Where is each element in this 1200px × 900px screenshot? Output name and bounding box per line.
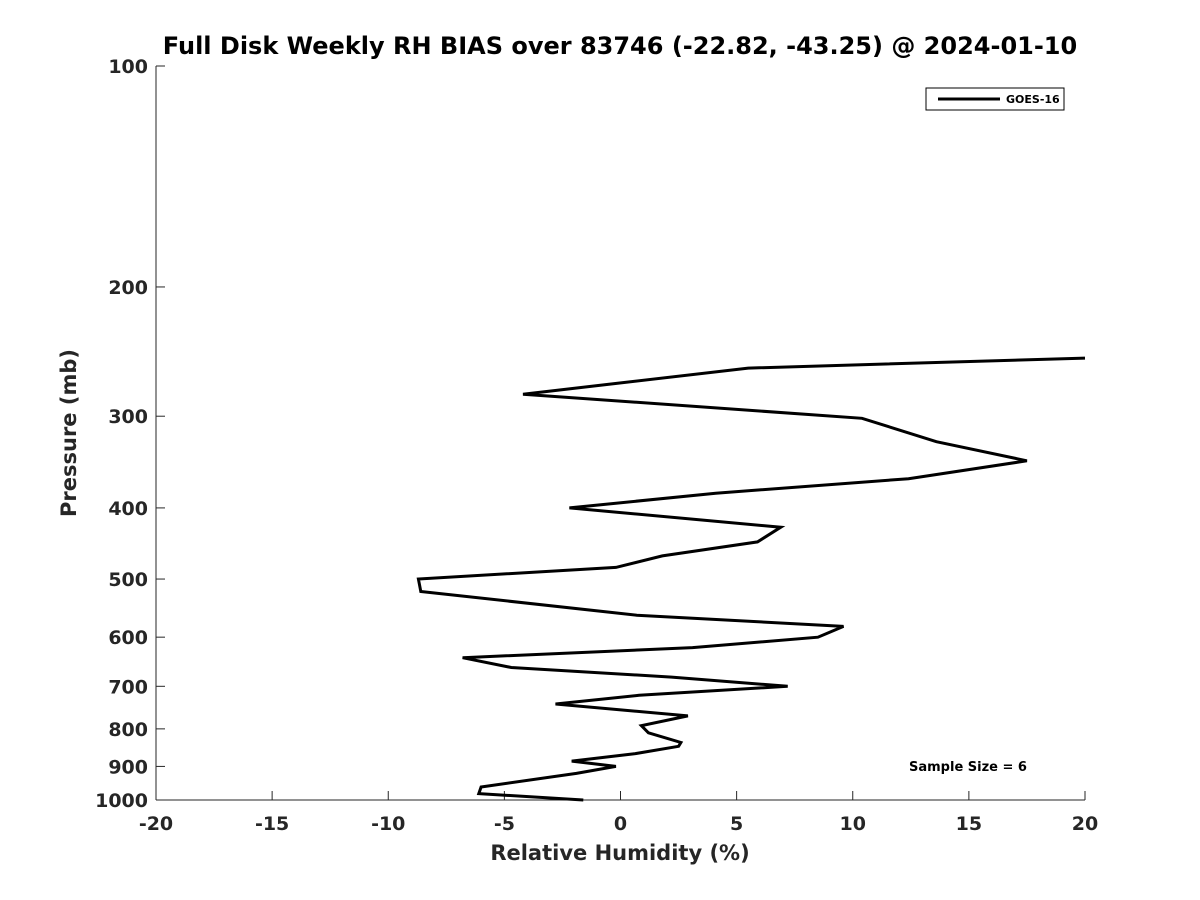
x-tick-label: 20	[1072, 813, 1098, 835]
x-tick-label: 5	[730, 813, 743, 835]
legend-entry-label: GOES-16	[1006, 93, 1060, 106]
y-tick-label: 200	[108, 277, 148, 299]
y-tick-label: 1000	[95, 790, 148, 812]
y-axis-label: Pressure (mb)	[57, 349, 81, 517]
y-tick-label: 300	[108, 406, 148, 428]
x-tick-label: -15	[255, 813, 289, 835]
x-axis-label: Relative Humidity (%)	[490, 841, 749, 865]
x-tick-label: 0	[614, 813, 627, 835]
y-tick-label: 900	[108, 756, 148, 778]
x-tick-label: 10	[840, 813, 866, 835]
y-tick-label: 100	[108, 56, 148, 78]
x-tick-label: -5	[494, 813, 515, 835]
axes: -20 -15 -10 -5 0 5 10 15 20 100 200 300 400 500 600 700…	[95, 56, 1098, 835]
y-tick-label: 500	[108, 569, 148, 591]
x-tick-label: -10	[371, 813, 405, 835]
sample-size-annotation: Sample Size = 6	[909, 760, 1027, 775]
chart-title: Full Disk Weekly RH BIAS over 83746 (-22…	[163, 32, 1077, 60]
x-tick-label: 15	[956, 813, 982, 835]
plot-area	[416, 356, 1086, 802]
y-tick-label: 600	[108, 627, 148, 649]
legend: GOES-16	[925, 87, 1065, 111]
y-tick-label: 800	[108, 719, 148, 741]
y-tick-label: 700	[108, 676, 148, 698]
series-line-goes-16	[416, 356, 1086, 802]
x-tick-label: -20	[139, 813, 173, 835]
y-tick-label: 400	[108, 498, 148, 520]
